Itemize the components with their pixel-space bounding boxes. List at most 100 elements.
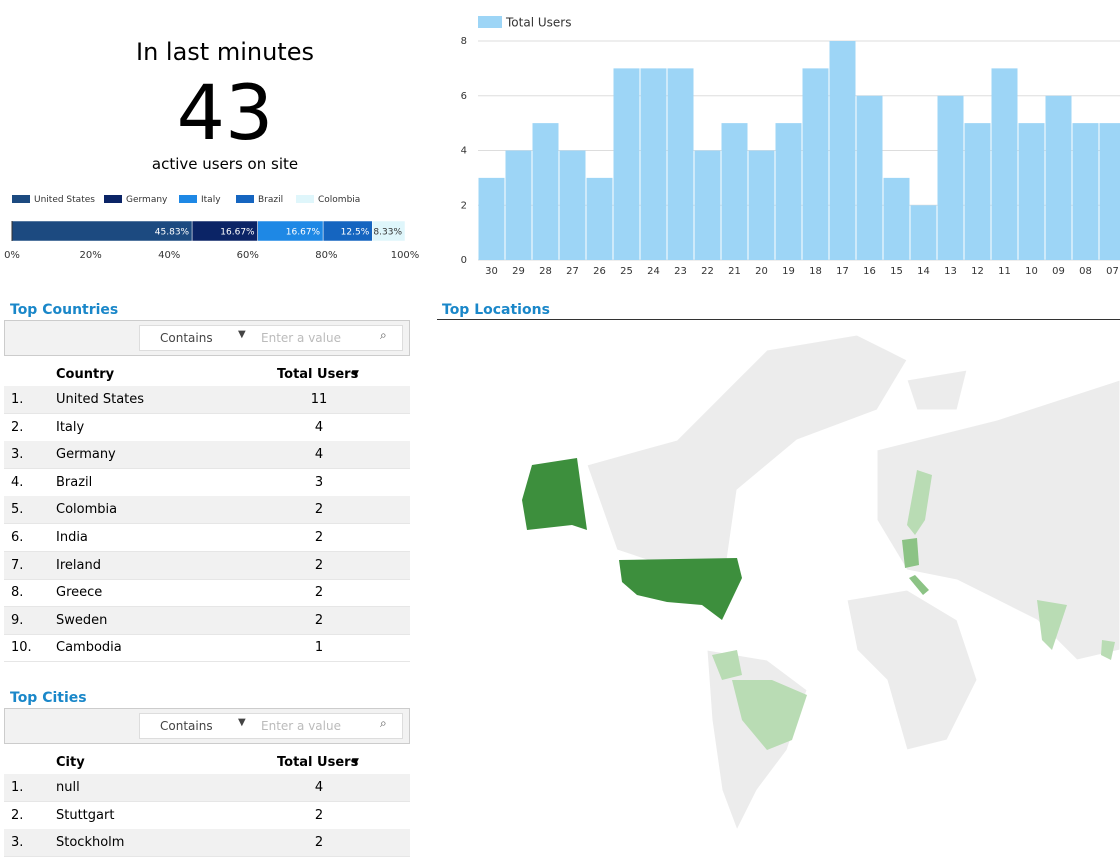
value-label: 8.33% <box>373 228 402 238</box>
sort-arrow: ▼ <box>352 369 359 379</box>
header-row: City Total Users ▼ <box>4 749 410 776</box>
row-value: 4 <box>314 780 324 795</box>
bar <box>667 68 694 260</box>
row-index: 6. <box>11 530 24 545</box>
bar <box>856 95 883 260</box>
realtime-value: 43 <box>176 68 274 157</box>
row-label: Sweden <box>56 612 108 628</box>
row-index: 3. <box>11 447 24 463</box>
x-tick-label: 08 <box>1079 266 1092 277</box>
row-index: 3. <box>11 835 24 851</box>
row-value: 2 <box>314 807 324 823</box>
realtime-title: In last minutes <box>136 38 314 66</box>
x-tick-label: 11 <box>998 266 1011 277</box>
x-tick-label: 21 <box>728 266 741 277</box>
table-row: 9. Sweden 2 <box>4 606 410 635</box>
row-value: 1 <box>314 640 324 656</box>
map-title: Top Locations <box>442 302 550 318</box>
row-label: India <box>56 530 88 545</box>
row-value: 2 <box>314 585 324 601</box>
x-tick-label: 17 <box>836 266 849 277</box>
search-icon: ⌕ <box>380 716 387 730</box>
column-header: Country <box>56 367 115 382</box>
legend-label: Germany <box>126 195 168 205</box>
row-value: 4 <box>314 447 324 463</box>
legend-label: United States <box>34 195 95 205</box>
row-index: 2. <box>11 419 24 435</box>
bar-segment <box>372 220 406 242</box>
x-tick-label: 25 <box>620 266 633 277</box>
value-label: 12.5% <box>341 228 370 238</box>
row-index: 4. <box>11 474 24 490</box>
realtime-subtitle: active users on site <box>151 155 299 173</box>
countries-table: Top Countries Contains ▼ Enter a value ⌕ Coun… <box>0 300 420 670</box>
eurasia <box>876 379 1120 661</box>
row-label: Italy <box>56 419 85 435</box>
germany <box>902 538 919 568</box>
x-tick-label: 27 <box>566 266 579 277</box>
x-tick-label: 23 <box>674 266 687 277</box>
table-row: 4. Brazil 3 <box>4 469 410 497</box>
search-placeholder: Enter a value <box>261 331 341 345</box>
row-label: Ireland <box>56 557 101 573</box>
row-value: 2 <box>314 835 324 851</box>
section-title: Top Cities <box>10 690 87 706</box>
search-box[interactable]: Contains ▼ Enter a value ⌕ <box>139 713 403 739</box>
bar <box>802 68 829 260</box>
x-tick-label: 18 <box>809 266 822 277</box>
row-label: Brazil <box>56 474 93 490</box>
table-row: 1. United States 11 <box>4 386 410 414</box>
x-tick-label: 10 <box>1025 266 1038 277</box>
x-tick-label: 07 <box>1106 266 1119 277</box>
india <box>1037 600 1067 650</box>
table-row: 10. Cambodia 1 <box>4 634 410 663</box>
row-label: null <box>56 780 80 795</box>
bar <box>775 123 802 260</box>
x-tick-label: 12 <box>971 266 984 277</box>
cambodia <box>1101 640 1115 660</box>
italy <box>909 575 929 595</box>
table-row: 3. Stockholm 2 <box>4 829 410 858</box>
row-label: Cambodia <box>56 640 122 656</box>
x-tick-label: 16 <box>863 266 876 277</box>
bar <box>964 123 991 260</box>
bar <box>640 68 667 260</box>
bar <box>478 177 505 260</box>
bar <box>613 68 640 260</box>
x-tick-label: 24 <box>647 266 660 277</box>
column-header[interactable]: Total Users <box>277 367 359 382</box>
column-header: City <box>56 755 85 770</box>
bar <box>883 177 910 260</box>
legend-label: Brazil <box>258 195 283 205</box>
search-box[interactable]: Contains ▼ Enter a value ⌕ <box>139 325 403 351</box>
legend-swatch <box>179 195 197 203</box>
bar <box>1072 123 1099 260</box>
united-states <box>619 558 742 620</box>
row-value: 2 <box>314 502 324 518</box>
row-label: Stuttgart <box>56 807 115 823</box>
bar <box>532 123 559 260</box>
bar <box>505 150 532 260</box>
row-index: 7. <box>11 557 24 573</box>
bar <box>829 41 856 260</box>
x-tick-label: 29 <box>512 266 525 277</box>
column-header[interactable]: Total Users <box>277 755 359 770</box>
bar <box>748 150 775 260</box>
alaska <box>522 458 602 535</box>
x-tick-label: 14 <box>917 266 930 277</box>
y-tick-label: 0 <box>461 255 467 266</box>
x-tick-label: 15 <box>890 266 903 277</box>
x-tick-label: 22 <box>701 266 714 277</box>
x-tick-label: 19 <box>782 266 795 277</box>
share-chart: United States 45.83% Germany 16.67% Italy 16.… <box>4 195 419 261</box>
bar <box>1045 95 1072 260</box>
bar <box>991 68 1018 260</box>
bar <box>910 205 937 260</box>
y-tick-label: 4 <box>461 146 467 157</box>
bar <box>586 177 613 260</box>
bar <box>721 123 748 260</box>
row-label: Germany <box>56 447 116 463</box>
table-row: 2. Italy 4 <box>4 414 410 442</box>
x-tick-label: 30 <box>485 266 498 277</box>
